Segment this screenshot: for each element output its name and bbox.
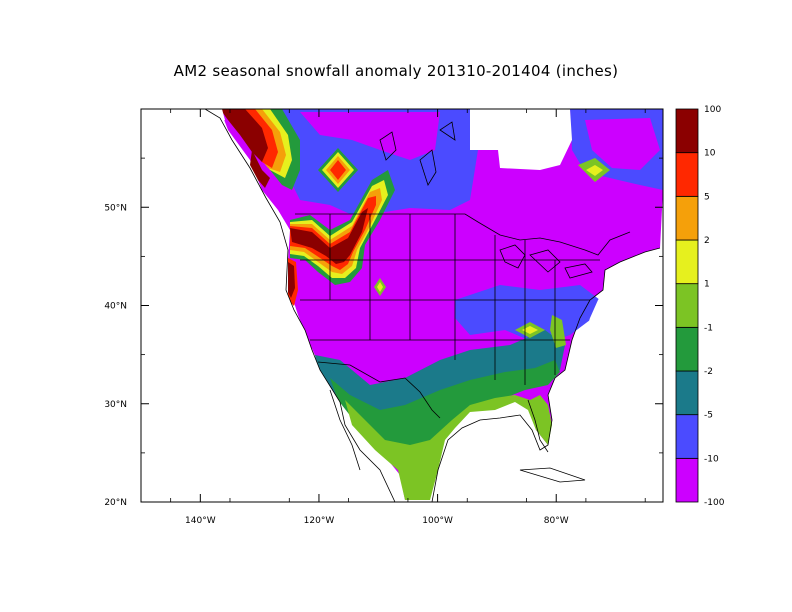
- colorbar-swatch: [675, 152, 699, 197]
- anomaly-region-colorado-yellow: [377, 282, 383, 292]
- colorbar: -100 -10 -5 -2 -1 1 2 5 10 100: [675, 105, 725, 508]
- canada-lakes: [379, 121, 456, 186]
- anomaly-region-rockies-darkred: [290, 208, 368, 264]
- anomaly-region-lightgreen-south: [345, 395, 552, 500]
- axis-ticks: 140°W 120°W 100°W 80°W 20°N 30°N 40°N 50°N: [104, 109, 663, 526]
- lat-tick-label: 30°N: [104, 400, 127, 410]
- colorbar-label: 100: [704, 105, 721, 115]
- lat-tick-label: 40°N: [104, 302, 127, 312]
- state-lines-b: [300, 259, 600, 341]
- no-data-nw: [141, 109, 225, 125]
- colorbar-swatch: [675, 370, 699, 416]
- no-data-hudson: [470, 109, 572, 170]
- ocean-pacific: [141, 109, 395, 502]
- colorbar-swatch: [675, 239, 699, 285]
- ocean-atlantic: [556, 255, 663, 502]
- lon-tick-label: 100°W: [422, 516, 453, 526]
- colorbar-label: -10: [704, 454, 719, 464]
- florida: [527, 399, 549, 453]
- colorbar-label: -1: [704, 323, 713, 333]
- map-title: AM2 seasonal snowfall anomaly 201310-201…: [173, 62, 619, 80]
- anomaly-region-magenta-ne: [585, 118, 660, 170]
- lon-tick-label: 140°W: [185, 516, 216, 526]
- colorbar-label: 10: [704, 149, 716, 159]
- anomaly-region-ak-red: [250, 150, 270, 188]
- anomaly-region-appalachian-yellow: [522, 326, 538, 334]
- state-lines-a: [329, 214, 556, 385]
- anomaly-region-blue-hudson: [300, 112, 440, 160]
- map-field: [141, 109, 663, 502]
- boundary-lines: [204, 109, 661, 502]
- lon-tick-label: 80°W: [544, 516, 569, 526]
- anomaly-region-base: [220, 109, 663, 500]
- lon-tick-label: 120°W: [304, 516, 335, 526]
- lat-tick-label: 20°N: [104, 498, 127, 508]
- colorbar-label: 1: [704, 280, 710, 290]
- anomaly-region-canada-red: [330, 160, 346, 180]
- anomaly-region-green-band: [330, 360, 560, 450]
- colorbar-swatch: [675, 108, 699, 154]
- ocean-gulf: [432, 415, 575, 502]
- colorbar-swatch: [675, 457, 699, 503]
- anomaly-region-newengland-yellow: [586, 165, 603, 176]
- colorbar-label: -5: [704, 411, 713, 421]
- coastline-gulf: [431, 247, 661, 502]
- colorbar-label: -2: [704, 367, 713, 377]
- colorbar-label: 5: [704, 192, 710, 202]
- colorbar-swatch: [675, 283, 699, 328]
- great-lakes: [499, 244, 593, 279]
- border-us-mexico: [317, 361, 441, 419]
- lat-tick-label: 50°N: [104, 203, 127, 213]
- anomaly-region-coast-darkred: [220, 109, 268, 162]
- coastline-west: [204, 109, 396, 502]
- baja: [329, 389, 361, 471]
- colorbar-label: 2: [704, 236, 710, 246]
- border-us-canada: [295, 213, 631, 256]
- colorbar-swatch: [675, 414, 699, 459]
- colorbar-swatch: [675, 195, 699, 241]
- anomaly-region-coast-south-darkred: [288, 262, 295, 298]
- colorbar-label: -100: [704, 498, 725, 508]
- cuba: [519, 467, 586, 483]
- colorbar-swatch: [675, 326, 699, 372]
- anomaly-region-rockies-red: [290, 196, 376, 270]
